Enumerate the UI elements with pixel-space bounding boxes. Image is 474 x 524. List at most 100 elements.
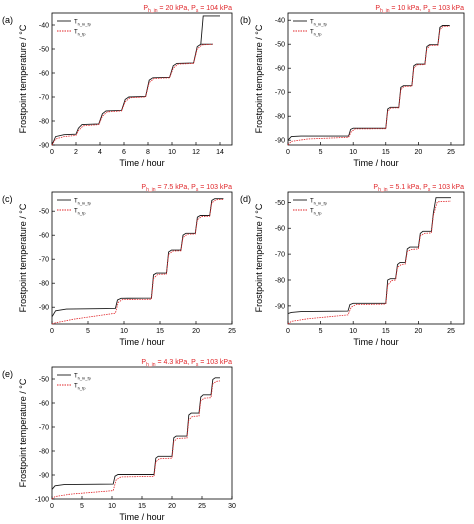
- series-line-h-fp: [51, 380, 221, 500]
- panel-b: (b) Ph_in = 10 kPa, Ps = 103 kPa 0 5 10 15 20 2…: [240, 5, 465, 168]
- x-tick-label: 10: [120, 328, 128, 335]
- y-tick-label: -100: [35, 497, 49, 504]
- condition-p-subscript: h_in: [380, 8, 390, 14]
- y-axis-label: Frostpoint temperature / °C: [254, 24, 264, 133]
- plot-frame: [51, 191, 233, 325]
- condition-s-value: = 103 kPa: [430, 5, 464, 12]
- legend-entry: Th_fp: [74, 384, 86, 391]
- condition-s-subscript: s: [428, 187, 431, 193]
- x-axis-label: Time / hour: [119, 512, 164, 522]
- x-tick-label: 15: [156, 328, 164, 335]
- x-tick-label: 2: [74, 149, 78, 156]
- series-line-h-in-fp: [200, 15, 220, 45]
- condition-p-subscript: h_in: [378, 187, 388, 193]
- legend-subscript: h_in_fp: [78, 22, 92, 27]
- condition-p-symbol: P: [141, 359, 146, 366]
- x-tick-label: 5: [80, 503, 84, 510]
- series-line-h-in-fp: [287, 25, 450, 141]
- x-tick-label: 15: [382, 328, 390, 335]
- x-tick-label: 5: [319, 328, 323, 335]
- legend-entry: Th_in_fp: [74, 199, 92, 206]
- y-tick-label: -80: [275, 278, 285, 285]
- condition-s-symbol: P: [191, 5, 196, 12]
- legend-symbol: T: [310, 209, 314, 215]
- series-line-h-fp: [287, 200, 452, 325]
- condition-p-subscript: h_in: [148, 8, 158, 14]
- legend-symbol: T: [74, 30, 78, 36]
- x-tick-label: 5: [86, 328, 90, 335]
- x-tick-label: 25: [447, 149, 455, 156]
- x-tick-label: 0: [50, 503, 54, 510]
- x-tick-label: 10: [168, 149, 176, 156]
- legend-subscript: h_fp: [78, 211, 87, 216]
- y-tick-label: -90: [39, 473, 49, 480]
- legend-subscript: h_in_fp: [78, 201, 92, 206]
- x-tick-label: 4: [98, 149, 102, 156]
- x-tick-label: 5: [319, 149, 323, 156]
- condition-s-subscript: s: [196, 187, 199, 193]
- x-tick-label: 25: [198, 503, 206, 510]
- condition-s-value: = 103 kPa: [430, 184, 464, 191]
- y-tick-label: -50: [39, 47, 49, 54]
- x-tick-label: 14: [216, 149, 224, 156]
- panel-label: (c): [2, 194, 13, 204]
- legend-entry: Th_fp: [310, 30, 322, 37]
- y-axis-label: Frostpoint temperature / °C: [18, 24, 28, 133]
- legend-subscript: h_fp: [78, 32, 87, 37]
- y-tick-label: -90: [275, 138, 285, 145]
- y-tick-label: -50: [275, 200, 285, 207]
- condition-p-value: = 4.3 kPa,: [156, 359, 192, 366]
- y-tick-label: -60: [39, 71, 49, 78]
- y-tick-label: -50: [275, 42, 285, 49]
- condition-s-value: = 103 kPa: [198, 184, 232, 191]
- condition-s-symbol: P: [191, 359, 196, 366]
- legend-symbol: T: [74, 384, 78, 390]
- x-tick-label: 0: [50, 149, 54, 156]
- legend-entry: Th_in_fp: [310, 20, 328, 27]
- legend-entry: Th_fp: [74, 30, 86, 37]
- x-tick-label: 20: [414, 328, 422, 335]
- y-tick-label: -40: [39, 23, 49, 30]
- panel-e: (e) Ph_in = 4.3 kPa, Ps = 103 kPa 0 5 10 15 20…: [2, 359, 236, 522]
- condition-s-symbol: P: [191, 184, 196, 191]
- y-tick-label: -60: [275, 226, 285, 233]
- x-axis-label: Time / hour: [353, 158, 398, 168]
- legend-subscript: h_fp: [78, 386, 87, 391]
- series-line-h-in-fp: [51, 43, 213, 146]
- y-tick-label: -70: [39, 95, 49, 102]
- plot-frame: [287, 12, 465, 146]
- condition-text: Ph_in = 10 kPa, Ps = 103 kPa: [375, 5, 464, 14]
- y-tick-label: -40: [275, 18, 285, 25]
- legend-symbol: T: [74, 199, 78, 205]
- x-tick-label: 12: [192, 149, 200, 156]
- condition-s-subscript: s: [196, 8, 199, 14]
- y-tick-label: -50: [39, 377, 49, 384]
- series-line-h-in-fp: [51, 377, 220, 490]
- x-axis-label: Time / hour: [119, 337, 164, 347]
- condition-p-symbol: P: [141, 184, 146, 191]
- condition-s-subscript: s: [196, 362, 199, 368]
- condition-s-value: = 103 kPa: [198, 359, 232, 366]
- condition-p-value: = 5.1 kPa,: [388, 184, 424, 191]
- y-tick-label: -90: [275, 303, 285, 310]
- x-axis-label: Time / hour: [353, 337, 398, 347]
- x-tick-label: 10: [108, 503, 116, 510]
- y-tick-label: -70: [39, 257, 49, 264]
- y-tick-label: -60: [39, 233, 49, 240]
- y-tick-label: -70: [275, 90, 285, 97]
- panel-a: (a) Ph_in = 20 kPa, Ps = 104 kPa 0 2 4 6 8 10 12…: [2, 5, 233, 168]
- legend-symbol: T: [74, 20, 78, 26]
- x-tick-label: 30: [228, 503, 236, 510]
- legend-subscript: h_in_fp: [314, 201, 328, 206]
- x-tick-label: 0: [286, 328, 290, 335]
- legend-subscript: h_in_fp: [314, 22, 328, 27]
- x-tick-label: 10: [349, 328, 357, 335]
- y-axis-label: Frostpoint temperature / °C: [254, 203, 264, 312]
- condition-text: Ph_in = 7.5 kPa, Ps = 103 kPa: [141, 184, 232, 193]
- legend-entry: Th_in_fp: [310, 199, 328, 206]
- condition-s-symbol: P: [423, 184, 428, 191]
- legend-entry: Th_in_fp: [74, 374, 92, 381]
- x-tick-label: 20: [192, 328, 200, 335]
- y-tick-label: -90: [39, 305, 49, 312]
